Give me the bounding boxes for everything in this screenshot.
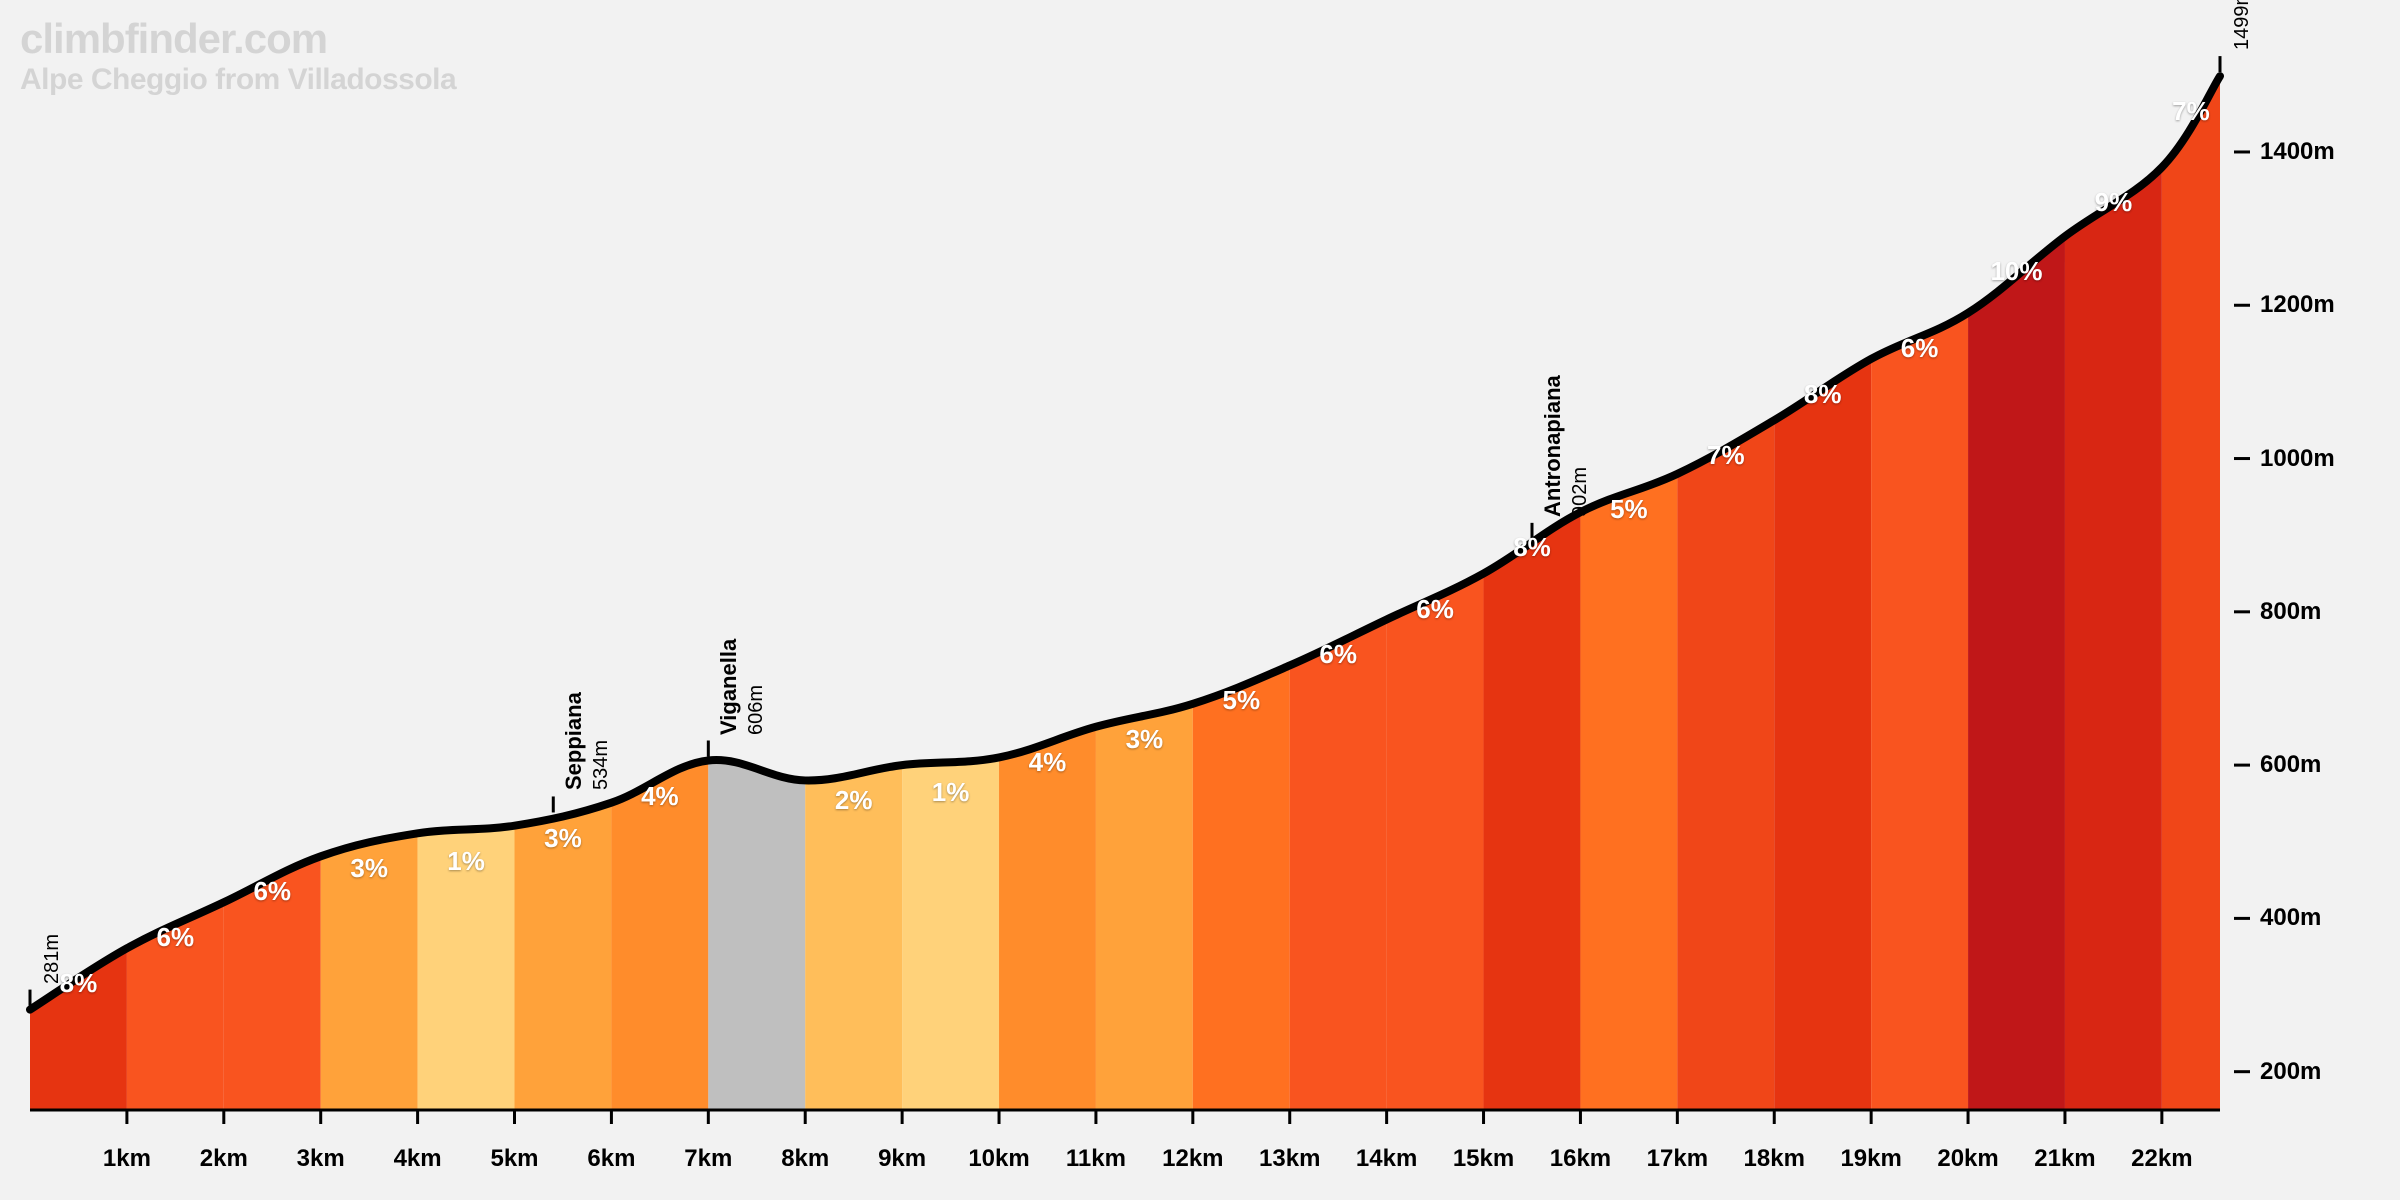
x-axis-tick-label: 1km bbox=[103, 1145, 151, 1173]
y-axis-tick-label: 200m bbox=[2260, 1058, 2321, 1086]
waypoint-label: Seppiana534m bbox=[561, 693, 613, 791]
elevation-chart bbox=[0, 0, 2400, 1200]
gradient-percent: 2% bbox=[835, 785, 873, 816]
gradient-bar bbox=[902, 757, 999, 1110]
gradient-percent: 8% bbox=[1513, 532, 1551, 563]
gradient-percent: 8% bbox=[1804, 379, 1842, 410]
y-axis-tick-label: 1200m bbox=[2260, 291, 2335, 319]
gradient-bar bbox=[1774, 359, 1871, 1110]
x-axis-tick-label: 21km bbox=[2034, 1145, 2095, 1173]
y-axis-tick-label: 800m bbox=[2260, 598, 2321, 626]
gradient-percent: 3% bbox=[1126, 724, 1164, 755]
gradient-percent: 9% bbox=[2095, 187, 2133, 218]
gradient-bar bbox=[2065, 167, 2162, 1110]
x-axis-tick-label: 2km bbox=[200, 1145, 248, 1173]
gradient-bar bbox=[1968, 236, 2065, 1110]
x-axis-tick-label: 19km bbox=[1840, 1145, 1901, 1173]
gradient-percent: 1% bbox=[447, 846, 485, 877]
gradient-percent: 3% bbox=[350, 853, 388, 884]
x-axis-tick-label: 22km bbox=[2131, 1145, 2192, 1173]
x-axis-tick-label: 15km bbox=[1453, 1145, 1514, 1173]
gradient-percent: 7% bbox=[2172, 96, 2210, 127]
gradient-percent: 10% bbox=[1990, 256, 2042, 287]
y-axis-tick-label: 1000m bbox=[2260, 445, 2335, 473]
gradient-percent: 1% bbox=[932, 777, 970, 808]
y-axis-tick-label: 400m bbox=[2260, 904, 2321, 932]
x-axis-tick-label: 4km bbox=[394, 1145, 442, 1173]
gradient-bar bbox=[1193, 665, 1290, 1110]
gradient-bar bbox=[1677, 420, 1774, 1110]
x-axis-tick-label: 17km bbox=[1647, 1145, 1708, 1173]
x-axis-tick-label: 18km bbox=[1744, 1145, 1805, 1173]
waypoint-label: Viganella606m bbox=[716, 638, 768, 734]
x-axis-tick-label: 13km bbox=[1259, 1145, 1320, 1173]
x-axis-tick-label: 7km bbox=[684, 1145, 732, 1173]
gradient-percent: 3% bbox=[544, 823, 582, 854]
gradient-percent: 6% bbox=[253, 876, 291, 907]
x-axis-tick-label: 11km bbox=[1066, 1145, 1126, 1173]
gradient-percent: 6% bbox=[1901, 333, 1939, 364]
waypoint-label: 1499m bbox=[2228, 0, 2254, 50]
gradient-bar bbox=[1580, 474, 1677, 1110]
waypoint-label: 281m bbox=[38, 934, 64, 984]
gradient-bar bbox=[1871, 313, 1968, 1110]
gradient-bar bbox=[708, 761, 805, 1110]
gradient-percent: 6% bbox=[1319, 639, 1357, 670]
gradient-bar bbox=[1484, 512, 1581, 1110]
x-axis-tick-label: 9km bbox=[878, 1145, 926, 1173]
gradient-bar bbox=[805, 765, 902, 1110]
x-axis-tick-label: 6km bbox=[587, 1145, 635, 1173]
gradient-bar bbox=[2162, 76, 2220, 1110]
gradient-bar bbox=[1096, 704, 1193, 1110]
gradient-bar bbox=[1387, 574, 1484, 1110]
y-axis-tick-label: 600m bbox=[2260, 751, 2321, 779]
x-axis-tick-label: 5km bbox=[490, 1145, 538, 1173]
x-axis-tick-label: 14km bbox=[1356, 1145, 1417, 1173]
gradient-percent: 6% bbox=[1416, 594, 1454, 625]
x-axis-tick-label: 16km bbox=[1550, 1145, 1611, 1173]
waypoint-label: Antronapiana902m bbox=[1540, 375, 1592, 517]
gradient-percent: 5% bbox=[1222, 685, 1260, 716]
x-axis-tick-label: 20km bbox=[1937, 1145, 1998, 1173]
gradient-bar bbox=[611, 761, 708, 1110]
gradient-percent: 8% bbox=[60, 968, 98, 999]
gradient-percent: 4% bbox=[1029, 747, 1067, 778]
gradient-bar bbox=[1290, 619, 1387, 1110]
gradient-bar bbox=[999, 727, 1096, 1110]
x-axis-tick-label: 3km bbox=[297, 1145, 345, 1173]
gradient-percent: 7% bbox=[1707, 440, 1745, 471]
gradient-percent: 4% bbox=[641, 781, 679, 812]
x-axis-tick-label: 10km bbox=[968, 1145, 1029, 1173]
x-axis-tick-label: 8km bbox=[781, 1145, 829, 1173]
y-axis-tick-label: 1400m bbox=[2260, 138, 2335, 166]
gradient-percent: 6% bbox=[157, 922, 195, 953]
x-axis-tick-label: 12km bbox=[1162, 1145, 1223, 1173]
gradient-percent: 5% bbox=[1610, 494, 1648, 525]
